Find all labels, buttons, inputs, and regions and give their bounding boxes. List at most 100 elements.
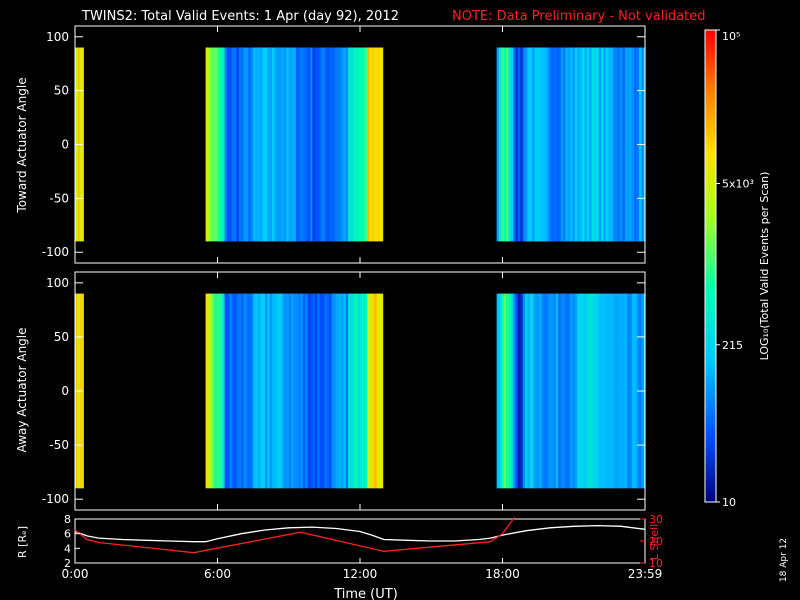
heatmap-column <box>534 47 538 242</box>
heatmap-column <box>281 293 285 489</box>
heatmap-column <box>326 47 330 242</box>
heatmap-column <box>348 47 352 242</box>
heatmap-column <box>208 47 211 242</box>
heatmap-column <box>520 47 524 242</box>
heatmap-column <box>229 47 233 242</box>
heatmap-column <box>574 47 578 242</box>
heatmap-column <box>345 293 349 489</box>
heatmap-column <box>222 293 226 489</box>
heatmap-column <box>248 47 252 242</box>
heatmap-column <box>627 293 631 489</box>
heatmap-column <box>596 47 600 242</box>
heatmap-column <box>303 293 306 489</box>
heatmap-column <box>257 47 261 242</box>
heatmap-column <box>367 47 371 242</box>
heatmap-column <box>212 293 216 489</box>
heatmap-column <box>234 47 238 242</box>
heatmap-column <box>536 293 540 489</box>
heatmap-column <box>503 47 507 242</box>
heatmap-column <box>586 293 590 489</box>
heatmap-column <box>250 47 254 242</box>
heatmap-bands <box>75 293 646 489</box>
heatmap-column <box>506 293 510 489</box>
toward-heatmap-panel: 100 50 0 -50 -100 <box>42 25 646 264</box>
heatmap-column <box>589 47 593 242</box>
heatmap-column <box>219 293 223 489</box>
heatmap-column <box>303 47 306 242</box>
heatmap-column <box>572 47 576 242</box>
heatmap-column <box>329 47 333 242</box>
heatmap-column <box>558 293 562 489</box>
heatmap-column <box>617 47 621 242</box>
heatmap-column <box>570 293 574 489</box>
heatmap-column <box>355 47 359 242</box>
heatmap-column <box>364 293 368 489</box>
heatmap-column <box>243 293 247 489</box>
x-tick-label: 23:59 <box>628 567 663 581</box>
away-heatmap-panel: 100 50 0 -50 -100 <box>42 271 646 511</box>
heatmap-column <box>510 293 514 489</box>
heatmap-column <box>629 47 633 242</box>
heatmap-column <box>360 47 363 242</box>
heatmap-column <box>605 47 609 242</box>
heatmap-column <box>503 293 507 489</box>
lshell-series-line <box>74 517 515 554</box>
heatmap-column <box>281 47 285 242</box>
heatmap-column <box>341 47 344 242</box>
heatmap-column <box>312 293 316 489</box>
y-tick-label: 4 <box>64 542 71 555</box>
heatmap-column <box>238 47 242 242</box>
heatmap-column <box>217 293 221 489</box>
heatmap-column <box>371 47 375 242</box>
heatmap-column <box>560 293 564 489</box>
heatmap-column <box>376 47 380 242</box>
heatmap-column <box>295 47 299 242</box>
heatmap-column <box>205 47 209 242</box>
heatmap-column <box>560 47 564 242</box>
heatmap-column <box>374 293 378 489</box>
heatmap-column <box>338 47 342 242</box>
heatmap-column <box>539 47 543 242</box>
heatmap-column <box>357 47 361 242</box>
heatmap-column <box>608 293 612 489</box>
heatmap-column <box>517 293 521 489</box>
heatmap-column <box>563 293 567 489</box>
y-tick-label: -50 <box>49 438 69 452</box>
heatmap-column <box>546 293 550 489</box>
heatmap-column <box>610 293 614 489</box>
heatmap-column <box>381 293 384 489</box>
heatmap-column <box>615 293 619 489</box>
heatmap-column <box>379 47 382 242</box>
heatmap-column <box>529 47 533 242</box>
heatmap-column <box>269 47 273 242</box>
heatmap-column <box>546 47 550 242</box>
heatmap-column <box>336 47 340 242</box>
heatmap-column <box>293 47 297 242</box>
heatmap-column <box>362 293 366 489</box>
heatmap-column <box>286 47 290 242</box>
heatmap-column <box>276 293 280 489</box>
y-tick-label: 0 <box>61 138 69 152</box>
toward-ylabel: Toward Actuator Angle <box>15 77 29 213</box>
y-tick-label-right: 20 <box>649 535 663 548</box>
heatmap-column <box>227 293 230 489</box>
heatmap-column <box>224 47 228 242</box>
heatmap-column <box>272 47 276 242</box>
heatmap-column <box>300 47 304 242</box>
r-series-line <box>74 524 646 543</box>
heatmap-column <box>591 47 595 242</box>
heatmap-column <box>634 293 638 489</box>
heatmap-column <box>498 293 502 489</box>
y-tick-label: 2 <box>64 557 71 570</box>
heatmap-column <box>212 47 216 242</box>
heatmap-column <box>622 47 626 242</box>
heatmap-column <box>236 293 240 489</box>
heatmap-column <box>369 293 373 489</box>
heatmap-column <box>601 47 605 242</box>
heatmap-column <box>544 293 548 489</box>
heatmap-column <box>210 293 214 489</box>
heatmap-column <box>350 293 354 489</box>
heatmap-column <box>508 47 512 242</box>
heatmap-column <box>624 47 628 242</box>
heatmap-column <box>513 47 517 242</box>
